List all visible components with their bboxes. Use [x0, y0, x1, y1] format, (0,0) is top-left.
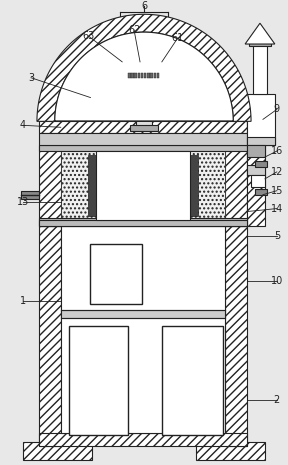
Bar	[225, 226, 247, 446]
Text: 61: 61	[172, 33, 184, 43]
Bar	[251, 175, 265, 187]
Bar	[157, 73, 159, 78]
Bar	[118, 87, 170, 96]
Bar	[253, 44, 267, 93]
Text: 14: 14	[271, 204, 283, 213]
Text: 12: 12	[271, 167, 283, 177]
Bar	[39, 219, 247, 226]
Bar	[247, 121, 265, 145]
Bar	[136, 96, 152, 127]
Text: 9: 9	[274, 105, 280, 114]
Bar	[225, 145, 247, 226]
Text: 4: 4	[20, 120, 26, 130]
Bar	[39, 432, 247, 446]
Text: 10: 10	[271, 276, 283, 286]
Text: 1: 1	[20, 296, 26, 306]
Bar	[69, 326, 128, 435]
Bar	[162, 326, 223, 435]
Bar	[247, 165, 265, 175]
Polygon shape	[55, 32, 233, 121]
Bar	[39, 121, 247, 133]
Text: 13: 13	[17, 197, 29, 206]
Bar	[255, 189, 267, 195]
Bar	[255, 161, 267, 167]
Bar	[196, 443, 265, 460]
Bar	[23, 443, 92, 460]
Bar	[39, 226, 61, 446]
Text: 5: 5	[274, 231, 280, 241]
Bar	[150, 73, 153, 78]
Bar	[247, 145, 265, 157]
Bar	[21, 191, 39, 199]
Bar	[128, 78, 160, 86]
Bar	[88, 155, 96, 217]
Bar	[128, 73, 131, 78]
Bar	[90, 244, 142, 304]
Bar	[190, 151, 225, 220]
Bar	[61, 226, 225, 432]
Bar	[141, 73, 143, 78]
Text: 15: 15	[271, 186, 283, 196]
Text: 62: 62	[128, 25, 140, 35]
Bar	[61, 310, 225, 318]
Bar	[39, 145, 61, 226]
Bar	[131, 73, 134, 78]
Bar	[154, 73, 156, 78]
Bar	[96, 151, 190, 220]
Polygon shape	[37, 14, 251, 121]
Polygon shape	[245, 23, 275, 44]
Bar	[144, 73, 147, 78]
Bar	[130, 125, 158, 131]
Bar	[134, 73, 137, 78]
Bar	[190, 155, 198, 217]
Bar	[122, 62, 166, 72]
Bar	[147, 73, 150, 78]
Bar	[247, 137, 275, 145]
Bar	[138, 73, 140, 78]
Bar	[134, 67, 154, 121]
Bar	[247, 93, 275, 145]
Bar	[249, 42, 271, 46]
Bar	[39, 220, 247, 226]
Text: 3: 3	[28, 73, 34, 83]
Text: 16: 16	[271, 146, 283, 156]
Text: 63: 63	[82, 31, 95, 41]
Text: 2: 2	[274, 395, 280, 405]
Bar	[61, 151, 96, 220]
Bar	[247, 145, 265, 226]
Bar	[39, 145, 247, 151]
Bar	[39, 133, 247, 145]
Text: 6: 6	[141, 1, 147, 11]
